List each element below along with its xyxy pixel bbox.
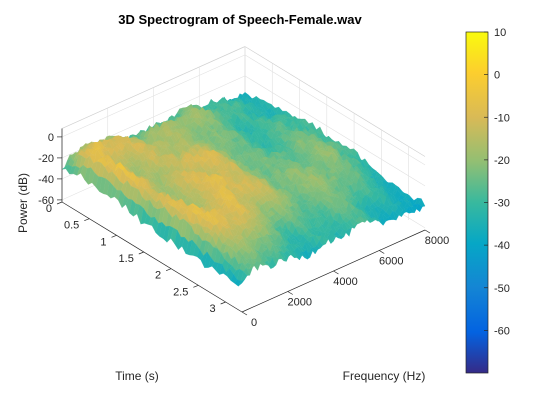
colorbar-tick-label: -40 bbox=[494, 240, 510, 252]
y-tick-label: 0.5 bbox=[64, 220, 79, 232]
y-axis-label: Time (s) bbox=[115, 369, 159, 383]
y-tick bbox=[220, 301, 226, 305]
surface-plot bbox=[61, 92, 426, 287]
y-tick bbox=[56, 201, 63, 205]
grid-line bbox=[244, 54, 426, 166]
colorbar-tick-label: 10 bbox=[494, 27, 506, 39]
colorbar-tick-label: -30 bbox=[494, 198, 510, 210]
x-tick bbox=[333, 270, 339, 275]
z-tick-label: -40 bbox=[38, 174, 54, 186]
x-tick-label: 0 bbox=[251, 317, 257, 329]
frequency-ticks: 0 2000 4000 6000 8000 bbox=[241, 229, 449, 329]
x-tick-label: 2000 bbox=[288, 297, 312, 309]
y-tick-label: 3 bbox=[210, 303, 216, 315]
y-tick-label: 0 bbox=[46, 203, 52, 215]
colorbar-tick-label: -10 bbox=[494, 112, 510, 124]
x-tick-label: 6000 bbox=[379, 256, 403, 268]
x-tick bbox=[379, 250, 385, 254]
y-tick-label: 1 bbox=[100, 236, 106, 248]
x-axis-label: Frequency (Hz) bbox=[343, 369, 426, 383]
x-tick-label: 8000 bbox=[425, 235, 449, 247]
y-tick-label: 1.5 bbox=[119, 253, 134, 265]
chart-title: 3D Spectrogram of Speech-Female.wav bbox=[118, 12, 362, 27]
y-axis-line bbox=[61, 201, 243, 313]
colorbar-tick-label: -20 bbox=[494, 155, 510, 167]
power-ticks: 0 -20 -40 -60 bbox=[38, 132, 62, 207]
colorbar-tick-label: 0 bbox=[494, 70, 500, 82]
y-tick bbox=[84, 218, 90, 221]
x-tick bbox=[241, 311, 248, 316]
surface-patch bbox=[238, 279, 246, 287]
y-tick bbox=[193, 285, 199, 288]
grid-line bbox=[244, 75, 426, 187]
colorbar-tick-label: -60 bbox=[494, 325, 510, 337]
grid-line bbox=[244, 46, 426, 157]
x-tick bbox=[424, 229, 431, 234]
x-tick-label: 4000 bbox=[333, 276, 357, 288]
colorbar-tick-label: -50 bbox=[494, 283, 510, 295]
z-tick-label: -60 bbox=[38, 195, 54, 207]
y-tick bbox=[165, 268, 172, 271]
time-ticks: 0 0.5 1 1.5 2 2.5 3 bbox=[46, 201, 226, 315]
z-tick-label: 0 bbox=[48, 132, 54, 144]
colorbar-ticks: 10 0 -10 -20 -30 -40 -50 -60 bbox=[484, 27, 510, 337]
y-tick-label: 2 bbox=[155, 270, 161, 282]
y-tick bbox=[138, 251, 144, 255]
x-tick bbox=[287, 291, 293, 295]
z-tick-label: -20 bbox=[38, 153, 54, 165]
y-tick bbox=[111, 235, 117, 238]
y-tick-label: 2.5 bbox=[173, 286, 188, 298]
z-axis-label: Power (dB) bbox=[16, 173, 30, 233]
